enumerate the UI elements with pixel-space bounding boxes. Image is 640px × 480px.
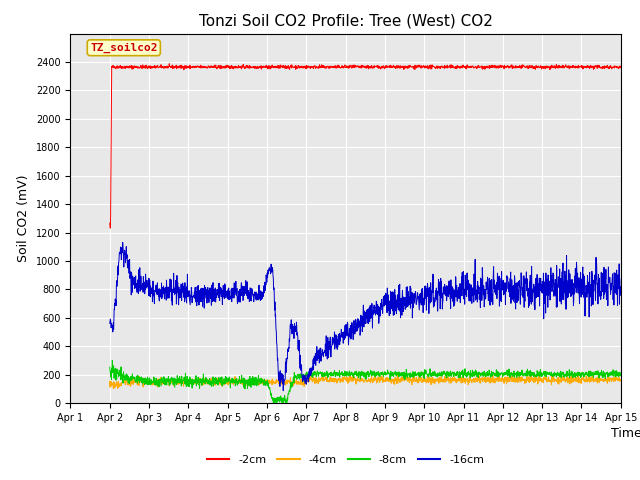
Legend: -2cm, -4cm, -8cm, -16cm: -2cm, -4cm, -8cm, -16cm [203, 451, 488, 470]
Text: TZ_soilco2: TZ_soilco2 [90, 43, 157, 53]
Title: Tonzi Soil CO2 Profile: Tree (West) CO2: Tonzi Soil CO2 Profile: Tree (West) CO2 [198, 13, 493, 28]
X-axis label: Time: Time [611, 427, 640, 440]
Y-axis label: Soil CO2 (mV): Soil CO2 (mV) [17, 175, 30, 262]
